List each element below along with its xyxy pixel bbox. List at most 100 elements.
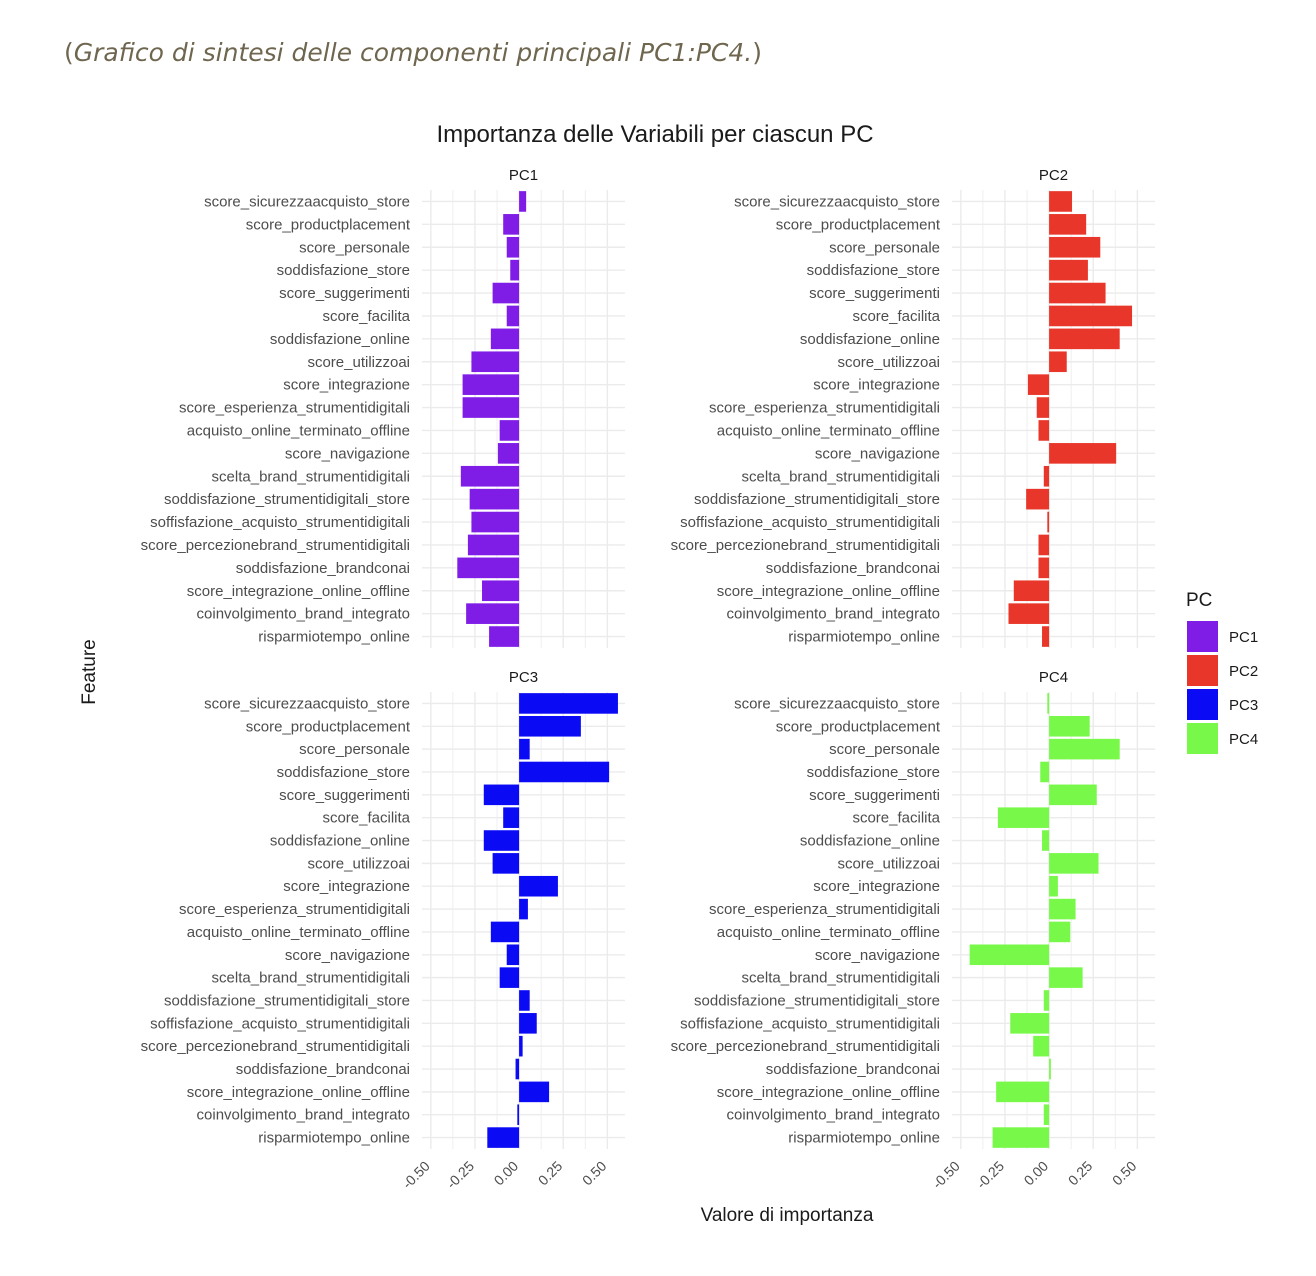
facet-label: PC3	[509, 669, 538, 686]
bar-pc4	[1040, 761, 1050, 783]
bar-pc1	[462, 374, 520, 395]
feature-label: soddisfazione_strumentidigitali_store	[164, 992, 410, 1009]
feature-label: acquisto_online_terminato_offline	[717, 924, 940, 941]
feature-label: acquisto_online_terminato_offline	[187, 422, 410, 439]
x-tick-label: 0.00	[491, 1158, 522, 1189]
bar-pc1	[510, 259, 520, 281]
feature-label: score_personale	[299, 741, 410, 758]
feature-label: score_integrazione_online_offline	[187, 583, 410, 600]
feature-label: soffisfazione_acquisto_strumentidigitali	[680, 1015, 940, 1032]
feature-label: score_percezionebrand_strumentidigitali	[141, 537, 410, 554]
feature-label: score_suggerimenti	[279, 285, 410, 302]
x-tick-label: 0.25	[535, 1158, 566, 1189]
feature-label: score_esperienza_strumentidigitali	[709, 400, 940, 417]
feature-label: soddisfazione_brandconai	[766, 560, 940, 577]
facet-label: PC4	[1039, 669, 1068, 686]
x-tick-label: -0.25	[973, 1158, 1007, 1192]
bar-pc3	[519, 990, 530, 1011]
feature-label: scelta_brand_strumentidigitali	[212, 468, 410, 485]
bar-pc1	[499, 420, 520, 441]
feature-label: risparmiotempo_online	[258, 629, 410, 646]
feature-label: score_productplacement	[776, 718, 941, 735]
bar-pc3	[517, 1104, 520, 1126]
bar-pc2	[1026, 488, 1050, 510]
bar-pc2	[1049, 236, 1101, 258]
bar-pc2	[1038, 420, 1050, 441]
feature-label: coinvolgimento_brand_integrato	[197, 606, 410, 623]
feature-label: score_personale	[299, 239, 410, 256]
feature-label: scelta_brand_strumentidigitali	[742, 468, 940, 485]
feature-label: score_facilita	[852, 810, 940, 827]
panel-pc3: PC3 score_sicurezzaacquisto_store score_pr…	[141, 669, 625, 1192]
feature-label: score_integrazione	[813, 878, 940, 895]
bar-pc2	[1042, 626, 1050, 647]
feature-label: soddisfazione_strumentidigitali_store	[164, 491, 410, 508]
bar-pc4	[1049, 715, 1090, 737]
bar-pc2	[1008, 603, 1050, 624]
feature-label: score_esperienza_strumentidigitali	[709, 901, 940, 918]
bar-pc1	[469, 488, 520, 510]
bar-pc4	[1010, 1013, 1050, 1034]
feature-label: score_suggerimenti	[279, 787, 410, 804]
feature-label: score_productplacement	[246, 718, 411, 735]
bar-pc4	[1049, 853, 1099, 874]
legend-key	[1187, 621, 1218, 652]
feature-label: soddisfazione_brandconai	[766, 1061, 940, 1078]
legend: PC PC1 PC2 PC3 PC4	[1186, 590, 1258, 754]
bar-pc4	[1043, 1104, 1050, 1126]
feature-label: score_navigazione	[285, 445, 410, 462]
feature-label: risparmiotempo_online	[258, 1130, 410, 1147]
x-tick-label: -0.50	[399, 1158, 433, 1192]
feature-label: soddisfazione_online	[270, 331, 410, 348]
feature-label: score_integrazione_online_offline	[187, 1084, 410, 1101]
bar-pc3	[519, 898, 528, 920]
feature-label: score_esperienza_strumentidigitali	[179, 400, 410, 417]
bar-pc1	[471, 511, 520, 533]
bar-pc1	[503, 214, 520, 235]
chart-title: Importanza delle Variabili per ciascun P…	[436, 121, 873, 148]
feature-label: score_integrazione	[283, 377, 410, 394]
bar-pc2	[1049, 259, 1088, 281]
bar-pc4	[1043, 990, 1050, 1011]
feature-label: score_personale	[829, 741, 940, 758]
bar-pc3	[519, 1013, 537, 1034]
feature-label: score_facilita	[322, 308, 410, 325]
feature-label: score_integrazione_online_offline	[717, 583, 940, 600]
feature-label: soddisfazione_strumentidigitali_store	[694, 491, 940, 508]
bar-pc1	[506, 305, 520, 327]
bar-pc1	[482, 580, 520, 602]
bar-pc1	[492, 282, 520, 304]
feature-label: score_productplacement	[776, 216, 941, 233]
feature-label: soddisfazione_store	[807, 262, 940, 279]
feature-label: score_percezionebrand_strumentidigitali	[141, 1038, 410, 1055]
bar-pc3	[519, 1081, 550, 1103]
bar-pc4	[997, 807, 1050, 828]
bar-pc4	[1049, 1058, 1051, 1080]
bar-pc3	[519, 715, 581, 737]
bar-pc4	[969, 944, 1050, 966]
x-tick-label: 0.50	[579, 1158, 610, 1189]
feature-label: soddisfazione_strumentidigitali_store	[694, 992, 940, 1009]
feature-label: coinvolgimento_brand_integrato	[197, 1107, 410, 1124]
bar-pc3	[506, 944, 520, 966]
bar-pc2	[1038, 557, 1050, 579]
feature-label: soffisfazione_acquisto_strumentidigitali	[680, 514, 940, 531]
bar-pc4	[1049, 967, 1083, 988]
bar-pc2	[1027, 374, 1050, 395]
legend-key	[1187, 689, 1218, 720]
feature-label: score_percezionebrand_strumentidigitali	[671, 537, 940, 554]
bar-pc1	[457, 557, 520, 579]
bar-pc4	[1049, 875, 1058, 897]
bar-pc3	[483, 784, 520, 806]
bar-pc3	[483, 830, 520, 851]
feature-label: score_facilita	[852, 308, 940, 325]
feature-label: score_sicurezzaacquisto_store	[734, 193, 940, 210]
feature-label: soddisfazione_online	[800, 331, 940, 348]
feature-label: score_utilizzoai	[307, 855, 410, 872]
bar-pc3	[519, 693, 618, 714]
feature-label: soddisfazione_brandconai	[236, 560, 410, 577]
bar-pc1	[471, 351, 520, 373]
bar-pc2	[1049, 443, 1117, 464]
bar-pc4	[1033, 1035, 1050, 1057]
bar-pc3	[492, 853, 520, 874]
